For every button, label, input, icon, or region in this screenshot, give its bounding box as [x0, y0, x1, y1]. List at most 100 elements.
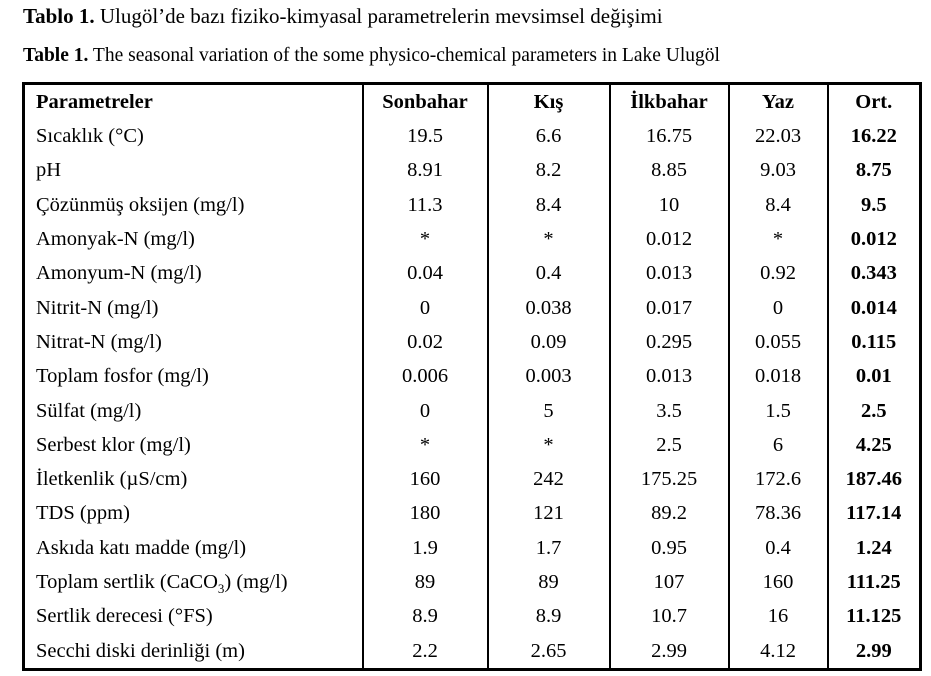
cell-ort: 2.5: [826, 393, 922, 428]
cell-ilkbahar: 2.99: [608, 633, 730, 670]
parameter-label: Secchi diski derinliği (m): [36, 639, 245, 662]
parameter-label: Amonyum-N (mg/l): [36, 262, 202, 285]
cell-sonbahar: 0.04: [361, 256, 489, 291]
cell-kis: 1.7: [486, 530, 611, 565]
cell-ilkbahar: 175.25: [608, 461, 730, 497]
cell-ilkbahar: 2.5: [608, 427, 730, 462]
parameter-label: Amonyak-N (mg/l): [36, 228, 195, 251]
cell-kis: 0.038: [486, 290, 611, 325]
cell-sonbahar: 11.3: [361, 187, 489, 222]
cell-yaz: 0.055: [727, 324, 829, 360]
cell-ilkbahar: 16.75: [608, 119, 730, 154]
parameter-name: Sıcaklık (°C): [22, 119, 364, 154]
cell-yaz: *: [727, 221, 829, 257]
caption-english: Table 1. The seasonal variation of the s…: [23, 45, 720, 67]
cell-ort: 8.75: [826, 153, 922, 188]
cell-kis: 8.9: [486, 599, 611, 634]
cell-yaz: 4.12: [727, 633, 829, 670]
cell-ort: 0.343: [826, 256, 922, 291]
cell-kis: 5: [486, 393, 611, 428]
parameters-table: Parametreler Sonbahar Kış İlkbahar Yaz O…: [22, 82, 922, 671]
parameter-name: TDS (ppm): [22, 496, 364, 531]
cell-ort: 16.22: [826, 119, 922, 154]
cell-yaz: 8.4: [727, 187, 829, 222]
caption-label: Table 1.: [23, 45, 89, 66]
table-row: pH 8.91 8.2 8.85 9.03 8.75: [22, 153, 922, 188]
parameter-label: Sülfat (mg/l): [36, 399, 142, 422]
table-row: Toplam sertlik (CaCO3) (mg/l) 89 89 107 160 1…: [22, 564, 922, 600]
cell-ilkbahar: 0.013: [608, 359, 730, 394]
cell-kis: 0.4: [486, 256, 611, 291]
cell-ilkbahar: 0.295: [608, 324, 730, 360]
cell-sonbahar: 0.006: [361, 359, 489, 394]
cell-ort: 0.014: [826, 290, 922, 325]
parameter-name: Toplam fosfor (mg/l): [22, 359, 364, 394]
parameter-label: TDS (ppm): [36, 502, 130, 525]
cell-kis: 89: [486, 564, 611, 600]
cell-ilkbahar: 89.2: [608, 496, 730, 531]
cell-sonbahar: 0: [361, 290, 489, 325]
cell-sonbahar: 8.9: [361, 599, 489, 634]
cell-yaz: 9.03: [727, 153, 829, 188]
cell-yaz: 0.4: [727, 530, 829, 565]
cell-ilkbahar: 0.012: [608, 221, 730, 257]
parameter-label: Toplam fosfor (mg/l): [36, 365, 209, 388]
cell-yaz: 0: [727, 290, 829, 325]
parameter-name: Çözünmüş oksijen (mg/l): [22, 187, 364, 222]
parameter-label: Sertlik derecesi (°FS): [36, 605, 213, 628]
parameter-label: Nitrit-N (mg/l): [36, 296, 159, 319]
cell-sonbahar: 160: [361, 461, 489, 497]
cell-ort: 11.125: [826, 599, 922, 634]
parameter-name: Sertlik derecesi (°FS): [22, 599, 364, 634]
table-row: Sülfat (mg/l) 0 5 3.5 1.5 2.5: [22, 393, 922, 428]
parameter-label: pH: [36, 159, 62, 182]
parameter-label: Çözünmüş oksijen (mg/l): [36, 193, 245, 216]
cell-yaz: 1.5: [727, 393, 829, 428]
cell-yaz: 172.6: [727, 461, 829, 497]
table-row: Serbest klor (mg/l) * * 2.5 6 4.25: [22, 427, 922, 462]
header-ort: Ort.: [826, 83, 922, 119]
table-row: TDS (ppm) 180 121 89.2 78.36 117.14: [22, 496, 922, 531]
cell-kis: 0.003: [486, 359, 611, 394]
cell-ilkbahar: 0.95: [608, 530, 730, 565]
cell-ort: 0.012: [826, 221, 922, 257]
parameter-name: İletkenlik (µS/cm): [22, 461, 364, 497]
cell-ort: 4.25: [826, 427, 922, 462]
table-row: Nitrat-N (mg/l) 0.02 0.09 0.295 0.055 0.115: [22, 324, 922, 360]
cell-ort: 0.115: [826, 324, 922, 360]
parameter-label-suffix: ) (mg/l): [224, 571, 288, 593]
cell-ilkbahar: 10.7: [608, 599, 730, 634]
parameter-label: Sıcaklık (°C): [36, 125, 144, 148]
caption-label: Tablo 1.: [23, 4, 95, 28]
cell-yaz: 6: [727, 427, 829, 462]
cell-kis: 6.6: [486, 119, 611, 154]
header-yaz: Yaz: [727, 83, 829, 119]
cell-sonbahar: 0.02: [361, 324, 489, 360]
parameter-label: Serbest klor (mg/l): [36, 433, 191, 456]
cell-sonbahar: 19.5: [361, 119, 489, 154]
parameter-name: Nitrat-N (mg/l): [22, 324, 364, 360]
cell-kis: 0.09: [486, 324, 611, 360]
parameter-name: Nitrit-N (mg/l): [22, 290, 364, 325]
header-row: Parametreler Sonbahar Kış İlkbahar Yaz O…: [22, 83, 922, 119]
parameter-name: Amonyak-N (mg/l): [22, 221, 364, 257]
cell-ilkbahar: 107: [608, 564, 730, 600]
parameter-label: İletkenlik (µS/cm): [36, 468, 188, 491]
header-ilkbahar: İlkbahar: [608, 83, 730, 119]
cell-kis: *: [486, 427, 611, 462]
parameter-name: Toplam sertlik (CaCO3) (mg/l): [22, 564, 364, 600]
cell-sonbahar: *: [361, 221, 489, 257]
parameter-name: Askıda katı madde (mg/l): [22, 530, 364, 565]
cell-sonbahar: 2.2: [361, 633, 489, 670]
cell-ort: 2.99: [826, 633, 922, 670]
parameter-name: Amonyum-N (mg/l): [22, 256, 364, 291]
table-row: Amonyum-N (mg/l) 0.04 0.4 0.013 0.92 0.343: [22, 256, 922, 291]
cell-kis: *: [486, 221, 611, 257]
cell-ilkbahar: 10: [608, 187, 730, 222]
cell-kis: 8.2: [486, 153, 611, 188]
cell-kis: 121: [486, 496, 611, 531]
parameter-name: Secchi diski derinliği (m): [22, 633, 364, 670]
parameter-label: Askıda katı madde (mg/l): [36, 536, 247, 559]
parameter-label: Toplam sertlik (CaCO: [36, 571, 218, 593]
parameter-name: pH: [22, 153, 364, 188]
